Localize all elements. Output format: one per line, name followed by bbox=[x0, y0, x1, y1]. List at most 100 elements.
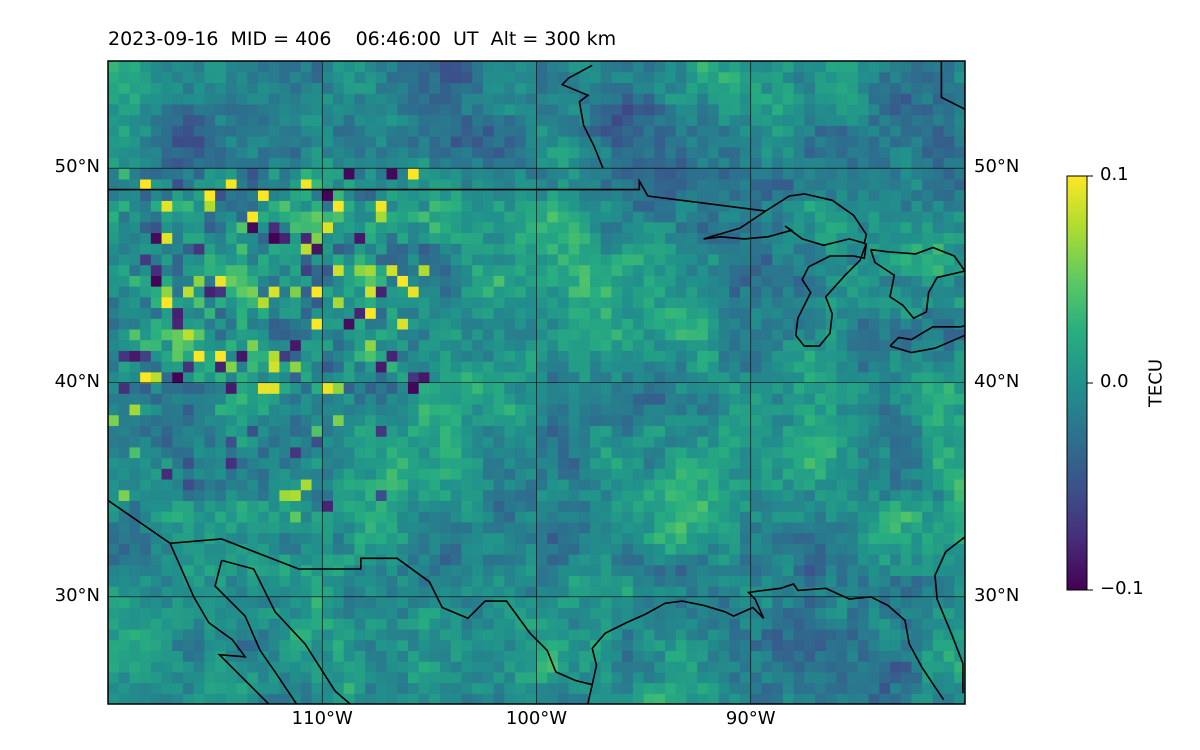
heatmap-cell bbox=[697, 221, 709, 234]
heatmap-cell bbox=[568, 661, 580, 673]
heatmap-cell bbox=[568, 82, 580, 94]
heatmap-cell bbox=[740, 682, 752, 694]
heatmap-cell bbox=[375, 650, 388, 662]
heatmap-cell bbox=[332, 211, 345, 223]
heatmap-cell bbox=[236, 489, 248, 501]
heatmap-cell bbox=[686, 671, 698, 684]
heatmap-cell bbox=[268, 564, 280, 576]
heatmap-cell bbox=[172, 296, 184, 309]
heatmap-cell bbox=[429, 61, 441, 73]
heatmap-cell bbox=[847, 350, 859, 362]
heatmap-cell bbox=[440, 671, 452, 684]
heatmap-cell bbox=[161, 211, 173, 223]
heatmap-cell bbox=[804, 125, 816, 137]
heatmap-cell bbox=[440, 382, 452, 394]
heatmap-cell bbox=[536, 103, 548, 116]
heatmap-cell bbox=[868, 243, 880, 255]
heatmap-cell bbox=[375, 671, 388, 684]
heatmap-cell bbox=[943, 478, 955, 491]
heatmap-cell bbox=[686, 178, 698, 191]
heatmap-cell bbox=[654, 436, 666, 448]
heatmap-cell bbox=[375, 232, 388, 244]
heatmap-cell bbox=[182, 382, 195, 394]
heatmap-cell bbox=[868, 436, 880, 448]
heatmap-cell bbox=[568, 136, 580, 148]
heatmap-cell bbox=[825, 628, 838, 641]
heatmap-cell bbox=[900, 93, 913, 105]
heatmap-cell bbox=[932, 564, 945, 576]
heatmap-cell bbox=[868, 103, 880, 116]
heatmap-cell bbox=[343, 221, 355, 234]
heatmap-cell bbox=[911, 607, 923, 619]
heatmap-cell bbox=[922, 553, 934, 566]
heatmap-cell bbox=[440, 136, 452, 148]
heatmap-cell bbox=[932, 189, 945, 201]
heatmap-cell bbox=[686, 393, 698, 405]
heatmap-cell bbox=[568, 553, 580, 566]
heatmap-cell bbox=[718, 393, 730, 405]
heatmap-cell bbox=[611, 682, 623, 694]
heatmap-cell bbox=[665, 500, 677, 512]
heatmap-cell bbox=[922, 436, 934, 448]
heatmap-cell bbox=[600, 489, 613, 501]
heatmap-cell bbox=[836, 532, 848, 544]
heatmap-cell bbox=[836, 361, 848, 373]
heatmap-cell bbox=[150, 393, 163, 405]
heatmap-cell bbox=[857, 500, 870, 512]
heatmap-cell bbox=[793, 318, 805, 330]
heatmap-cell bbox=[515, 307, 527, 319]
heatmap-cell bbox=[429, 339, 441, 351]
heatmap-cell bbox=[922, 93, 934, 105]
heatmap-cell bbox=[857, 125, 870, 137]
heatmap-cell bbox=[911, 318, 923, 330]
heatmap-cell bbox=[493, 436, 505, 448]
heatmap-cell bbox=[257, 146, 270, 159]
heatmap-cell bbox=[900, 575, 913, 587]
heatmap-cell bbox=[943, 243, 955, 255]
heatmap-cell bbox=[750, 628, 763, 641]
heatmap-cell bbox=[418, 425, 430, 437]
heatmap-cell bbox=[729, 275, 741, 287]
heatmap-cell bbox=[182, 532, 195, 544]
heatmap-cell bbox=[911, 221, 923, 234]
heatmap-cell bbox=[311, 436, 323, 448]
heatmap-cell bbox=[772, 178, 784, 191]
heatmap-cell bbox=[675, 221, 688, 234]
heatmap-cell bbox=[118, 671, 131, 684]
heatmap-cell bbox=[536, 157, 548, 169]
heatmap-cell bbox=[686, 628, 698, 641]
heatmap-cell bbox=[440, 189, 452, 201]
heatmap-cell bbox=[557, 575, 570, 587]
heatmap-cell bbox=[161, 146, 173, 159]
heatmap-cell bbox=[375, 393, 388, 405]
heatmap-cell bbox=[718, 103, 730, 116]
heatmap-cell bbox=[204, 286, 216, 298]
heatmap-cell bbox=[707, 264, 720, 276]
heatmap-cell bbox=[525, 286, 538, 298]
heatmap-cell bbox=[504, 607, 516, 619]
heatmap-cell bbox=[236, 446, 248, 459]
heatmap-cell bbox=[322, 168, 334, 180]
heatmap-cell bbox=[300, 403, 313, 416]
heatmap-cell bbox=[322, 361, 334, 373]
heatmap-cell bbox=[129, 103, 141, 116]
heatmap-cell bbox=[536, 553, 548, 566]
heatmap-cell bbox=[193, 650, 206, 662]
heatmap-cell bbox=[590, 232, 602, 244]
heatmap-cell bbox=[311, 307, 323, 319]
heatmap-cell bbox=[879, 211, 891, 223]
heatmap-cell bbox=[815, 178, 827, 191]
heatmap-cell bbox=[547, 189, 559, 201]
heatmap-cell bbox=[761, 146, 773, 159]
heatmap-cell bbox=[943, 564, 955, 576]
heatmap-cell bbox=[557, 103, 570, 116]
heatmap-cell bbox=[365, 575, 377, 587]
heatmap-cell bbox=[354, 71, 366, 84]
heatmap-cell bbox=[675, 436, 688, 448]
heatmap-cell bbox=[632, 553, 645, 566]
heatmap-cell bbox=[740, 382, 752, 394]
heatmap-cell bbox=[557, 682, 570, 694]
heatmap-cell bbox=[943, 436, 955, 448]
heatmap-cell bbox=[407, 650, 420, 662]
heatmap-cell bbox=[600, 307, 613, 319]
